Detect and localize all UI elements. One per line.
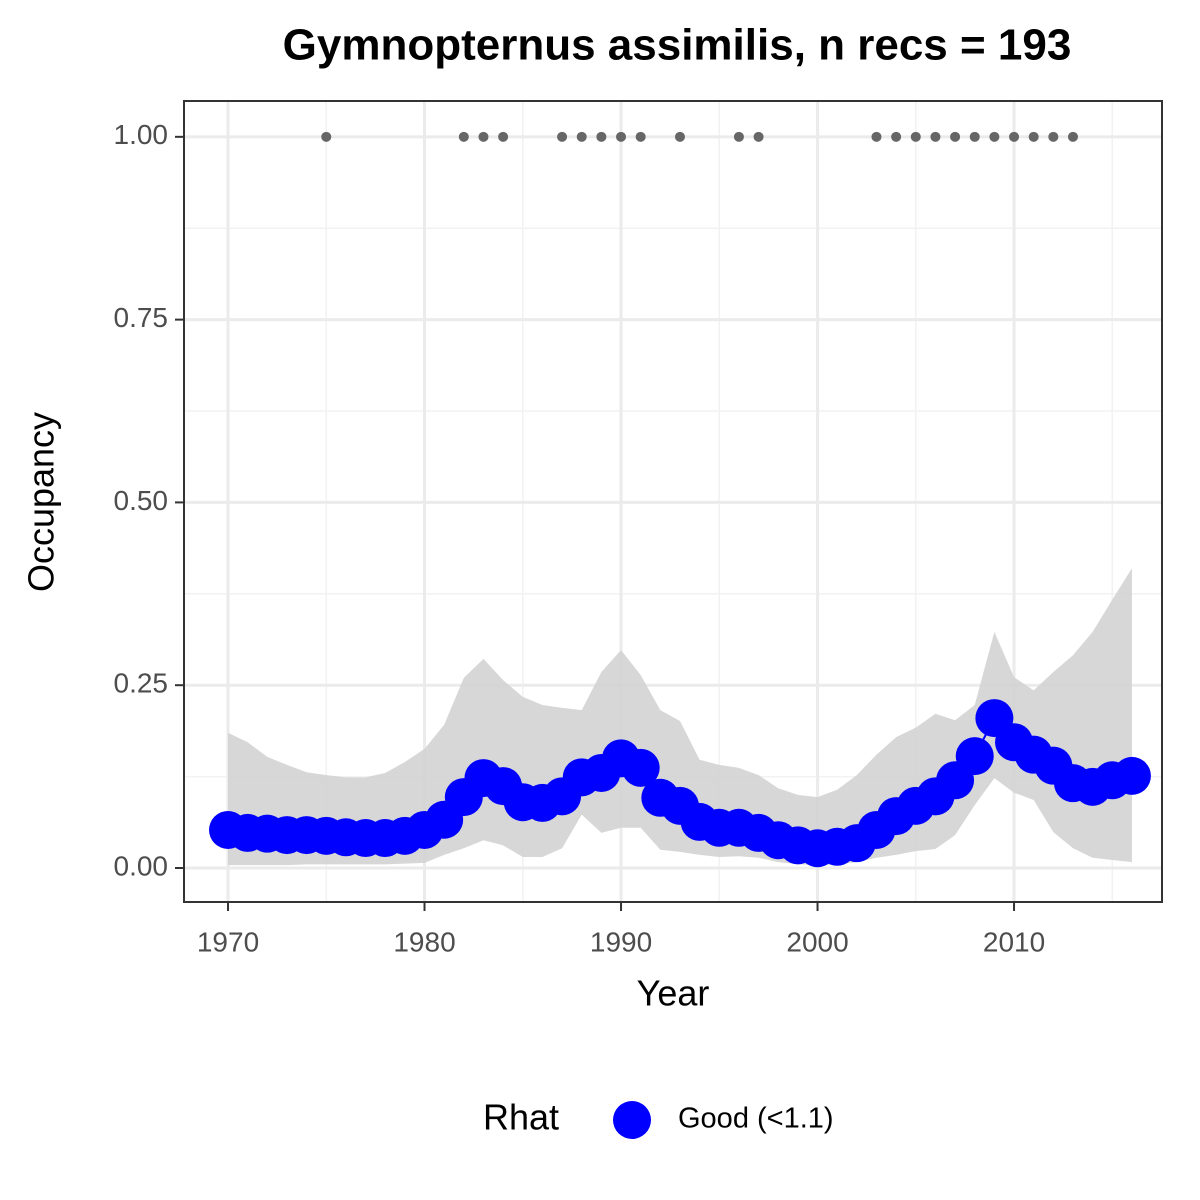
y-tick-label: 0.75 [114,302,169,333]
record-point [753,131,764,142]
y-tick-label: 0.00 [114,850,169,881]
y-tick-label: 1.00 [114,119,169,150]
record-point [576,131,587,142]
record-point [1067,131,1078,142]
record-point [616,131,627,142]
record-point [635,131,646,142]
record-point [596,131,607,142]
record-point [557,131,568,142]
record-point [930,131,941,142]
record-point [891,131,902,142]
record-point [1009,131,1020,142]
x-tick-label: 1980 [393,926,455,957]
chart-title: Gymnopternus assimilis, n recs = 193 [283,21,1072,70]
record-point [458,131,469,142]
x-tick-label: 1990 [590,926,652,957]
legend-marker [613,1101,651,1139]
record-point [871,131,882,142]
y-tick-label: 0.25 [114,668,169,699]
x-tick-label: 2010 [983,926,1045,957]
legend-title: Rhat [483,1097,559,1138]
record-point [989,131,1000,142]
record-point [478,131,489,142]
x-tick-label: 1970 [197,926,259,957]
record-point [950,131,961,142]
x-tick-label: 2000 [786,926,848,957]
data-point [955,737,994,776]
record-point [674,131,685,142]
record-point [321,131,332,142]
record-point [910,131,921,142]
record-point [1048,131,1059,142]
legend-label: Good (<1.1) [678,1103,834,1135]
x-axis-title: Year [637,973,710,1014]
record-point [1028,131,1039,142]
record-point [498,131,509,142]
record-point [969,131,980,142]
record-point [733,131,744,142]
panel-border [183,100,1163,903]
data-point [621,748,660,787]
y-tick-label: 0.50 [114,485,169,516]
data-point [1112,756,1151,795]
y-axis-title: Occupancy [21,412,62,592]
